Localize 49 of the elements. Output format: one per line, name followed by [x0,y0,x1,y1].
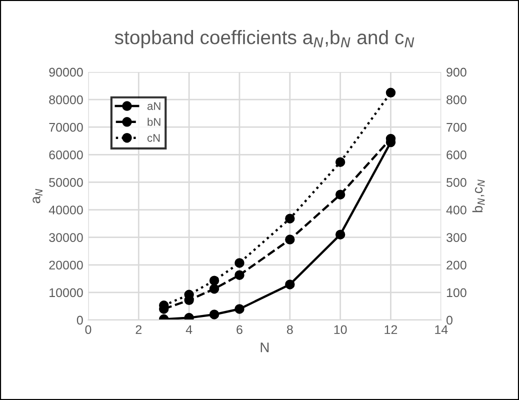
x-tick-label: 4 [186,325,192,334]
y-tick-label: 40000 [48,206,83,214]
y2-tick-label: 100 [446,288,466,298]
chart-title: stopband coefficients a$_{N}$,b$_{N}$ and c$_{N}$ [114,30,414,48]
y2-tick-label: 200 [446,260,466,270]
y2-tick-label: 900 [446,68,466,77]
y2-tick-label: 300 [446,233,466,242]
x-tick-label: 12 [384,325,398,334]
point [234,270,244,280]
legend-label: cN [147,134,160,142]
point [209,276,220,286]
y2-tick-label: 700 [446,122,466,132]
legend-label: bN [148,118,160,126]
x-tick-label: 8 [286,325,293,334]
point [285,214,295,224]
y-axis-title: a$_{N}$ [32,188,42,204]
y2-tick-label: 500 [446,178,466,187]
point [209,310,220,320]
point [234,304,244,314]
y2-tick-label: 600 [446,150,466,160]
y-tick-label: 60000 [49,150,83,160]
y-tick-label: 20000 [49,260,83,270]
point [386,88,396,98]
x-tick-label: 10 [334,325,347,334]
y-tick-label: 30000 [49,233,83,242]
point [335,190,346,200]
point [335,230,346,240]
y-tick-label: 10000 [50,288,83,298]
point [335,157,346,167]
point [234,258,244,268]
y2-tick-label: 0 [446,316,452,325]
y-tick-label: 90000 [49,68,83,77]
x-tick-label: 0 [85,325,92,334]
point [209,284,220,294]
y2-axis-title: b$_{N}$,c$_{N}$ [472,180,485,212]
point [285,234,295,244]
y-tick-label: 80000 [49,95,83,104]
point [184,312,194,320]
y-tick-label: 50000 [49,178,83,187]
legend-label: aN [147,102,160,110]
y-tick-label: 70000 [49,122,83,132]
y2-tick-label: 800 [446,95,466,104]
y2-tick-label: 400 [446,206,466,214]
point [285,280,295,290]
x-tick-label: 6 [236,325,242,334]
x-tick-label: 14 [435,325,448,334]
y-tick-label: 0 [76,316,83,325]
x-axis-title: N [260,342,269,352]
x-tick-label: 2 [136,325,142,334]
